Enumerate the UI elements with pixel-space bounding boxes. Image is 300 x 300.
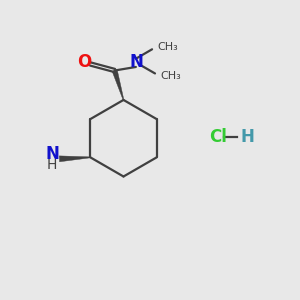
Text: Cl: Cl [209, 128, 227, 146]
Text: N: N [45, 145, 59, 163]
Polygon shape [112, 70, 124, 100]
Polygon shape [59, 156, 90, 162]
Text: N: N [130, 53, 143, 71]
Text: CH₃: CH₃ [158, 42, 178, 52]
Text: H: H [47, 158, 57, 172]
Text: H: H [241, 128, 255, 146]
Text: O: O [77, 53, 91, 71]
Text: CH₃: CH₃ [160, 71, 181, 81]
